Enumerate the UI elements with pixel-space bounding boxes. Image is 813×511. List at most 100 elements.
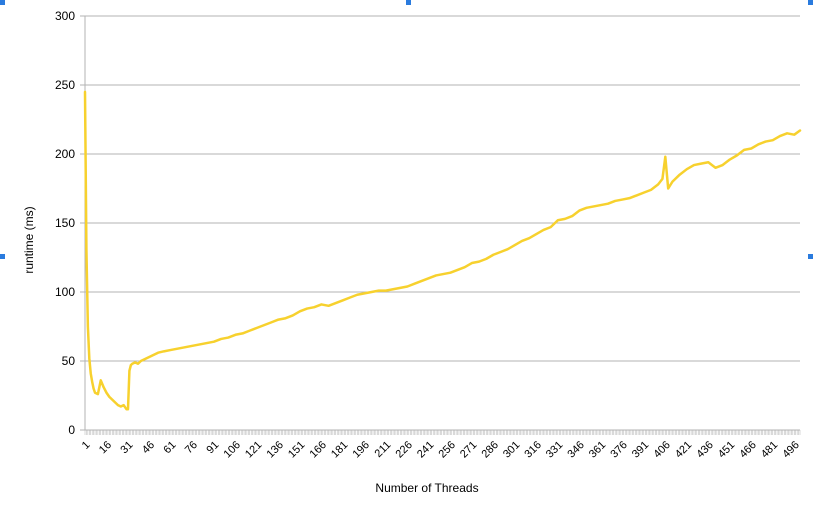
selection-handle[interactable] xyxy=(0,0,5,5)
data-point xyxy=(363,292,366,295)
data-point xyxy=(642,191,645,194)
series-layer xyxy=(83,90,802,411)
data-point xyxy=(99,379,102,382)
x-tick-label: 271 xyxy=(458,439,479,460)
data-point xyxy=(671,180,674,183)
x-tick-label: 331 xyxy=(544,439,565,460)
data-point xyxy=(114,401,116,404)
x-tick-label: 241 xyxy=(415,439,436,460)
data-point xyxy=(456,269,459,271)
data-point xyxy=(757,143,760,146)
data-point xyxy=(105,391,108,394)
data-point xyxy=(134,361,137,364)
x-tick-label: 1 xyxy=(80,439,93,452)
data-point xyxy=(370,291,373,293)
x-tick-label: 451 xyxy=(716,439,737,460)
data-point xyxy=(714,166,717,169)
data-point xyxy=(299,310,301,313)
x-tick-label: 121 xyxy=(243,439,264,460)
data-point xyxy=(578,209,581,212)
data-point xyxy=(607,202,609,205)
data-point xyxy=(743,148,746,151)
x-tick-label: 436 xyxy=(694,439,715,460)
data-point xyxy=(650,188,652,191)
data-point xyxy=(277,318,280,321)
data-point xyxy=(700,162,703,165)
y-tick-label: 300 xyxy=(55,9,75,23)
data-point xyxy=(506,248,509,251)
data-point xyxy=(678,173,681,176)
x-tick-label: 301 xyxy=(501,439,522,460)
x-tick-label: 46 xyxy=(140,439,157,456)
x-tick-labels: 1 16 31 46 61 76 91 106 121 136 151 166 181 196 211 226… xyxy=(80,439,802,460)
data-point xyxy=(736,154,738,157)
x-tick-label: 226 xyxy=(393,439,414,460)
data-point xyxy=(270,321,273,324)
x-tick-label: 61 xyxy=(161,439,178,456)
x-tick-label: 31 xyxy=(118,439,135,456)
data-point xyxy=(799,129,801,132)
x-tick-label: 256 xyxy=(436,439,457,460)
data-point xyxy=(86,325,89,328)
selection-handle[interactable] xyxy=(808,0,813,5)
data-point xyxy=(435,274,437,277)
data-point xyxy=(657,183,660,186)
data-point xyxy=(84,91,86,93)
data-point xyxy=(492,253,495,256)
data-point xyxy=(478,260,480,263)
data-point xyxy=(145,357,148,360)
data-point xyxy=(128,369,131,372)
x-tick-label: 136 xyxy=(265,439,286,460)
data-point xyxy=(427,277,430,280)
x-tick-label: 406 xyxy=(651,439,672,460)
y-axis-label: runtime (ms) xyxy=(22,206,36,273)
data-point xyxy=(91,380,94,383)
data-point xyxy=(779,135,781,137)
data-point xyxy=(485,257,488,260)
data-point xyxy=(385,289,387,292)
data-point xyxy=(399,286,402,289)
selection-handle[interactable] xyxy=(808,254,813,259)
data-point xyxy=(139,360,142,362)
data-point xyxy=(535,233,538,235)
data-point xyxy=(786,132,789,135)
data-point xyxy=(94,391,96,394)
data-point xyxy=(162,350,165,353)
x-tick-label: 166 xyxy=(308,439,329,460)
data-point xyxy=(621,198,624,201)
data-point xyxy=(667,187,670,190)
selection-handle[interactable] xyxy=(0,254,5,259)
x-tick-label: 391 xyxy=(630,439,651,460)
data-point xyxy=(771,139,774,142)
data-point xyxy=(306,307,308,310)
data-point xyxy=(88,357,91,360)
data-point xyxy=(406,285,409,288)
data-point xyxy=(198,343,201,346)
data-point xyxy=(248,329,251,332)
data-point xyxy=(191,344,194,347)
data-point xyxy=(291,314,294,317)
data-point xyxy=(108,395,111,398)
data-point xyxy=(205,342,208,344)
selection-handle[interactable] xyxy=(406,0,411,5)
data-point xyxy=(728,158,731,161)
data-point xyxy=(377,289,380,292)
data-point xyxy=(85,249,88,252)
data-point xyxy=(564,217,566,220)
data-point xyxy=(707,161,710,164)
data-point xyxy=(499,251,502,253)
data-point xyxy=(356,293,359,296)
data-point xyxy=(342,299,344,302)
data-point xyxy=(664,155,667,158)
data-point xyxy=(661,177,664,180)
x-tick-label: 316 xyxy=(522,439,543,460)
x-tick-label: 286 xyxy=(479,439,500,460)
data-point xyxy=(334,302,337,304)
data-point xyxy=(92,387,95,390)
data-point xyxy=(349,296,351,299)
data-point xyxy=(263,324,266,327)
data-point xyxy=(151,354,154,357)
data-point xyxy=(320,303,323,306)
data-point xyxy=(96,393,99,396)
data-point xyxy=(125,408,128,411)
